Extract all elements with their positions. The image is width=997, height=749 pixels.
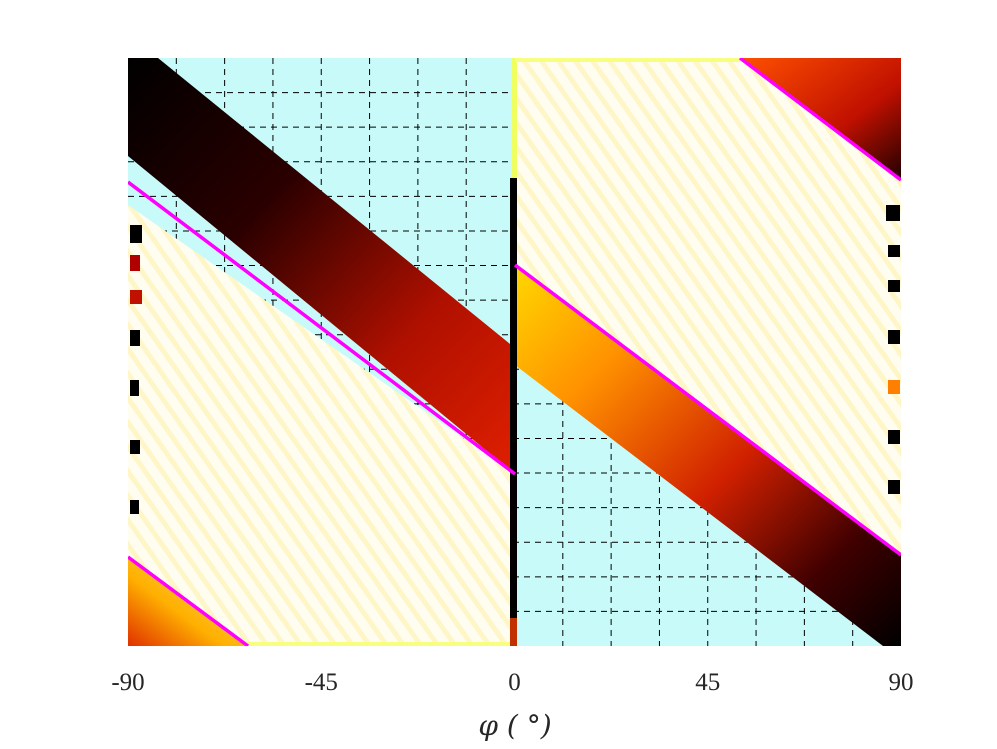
plot-area <box>128 58 901 646</box>
left-edge-speckle-7 <box>130 500 139 514</box>
center-red-strip <box>510 618 517 646</box>
x-tick-label: 45 <box>695 669 720 696</box>
magenta-line-right-lower <box>513 263 901 557</box>
right-bright-region <box>515 58 901 555</box>
right-edge-speckle-6 <box>888 430 900 444</box>
right-edge-speckle-5 <box>888 380 900 394</box>
top-right-yellow-edge <box>515 58 740 62</box>
right-edge-speckle-7 <box>888 480 900 494</box>
right-hot-band <box>515 265 901 646</box>
left-bright-region <box>128 205 515 646</box>
center-dark-strip <box>510 178 517 618</box>
bottom-left-yellow-edge <box>248 642 510 646</box>
left-edge-speckle-6 <box>130 440 140 454</box>
left-edge-speckle-4 <box>130 330 140 346</box>
left-edge-speckle-5 <box>130 380 139 396</box>
center-yellow-strip <box>512 58 517 178</box>
left-edge-speckle-1 <box>130 225 142 243</box>
x-tick-label: -45 <box>305 669 338 696</box>
magenta-line-left-lower <box>128 555 250 646</box>
magenta-line-left-upper <box>128 180 517 476</box>
right-edge-speckle-3 <box>888 280 900 292</box>
x-tick-labels: -90 -45 0 45 90 <box>111 669 913 696</box>
right-edge-speckle-1 <box>886 205 900 221</box>
right-edge-speckle-2 <box>888 245 900 257</box>
magenta-line-right-upper <box>738 58 901 182</box>
left-dark-band <box>128 58 515 474</box>
left-edge-speckle-2 <box>130 255 140 271</box>
x-tick-label: 90 <box>889 669 914 696</box>
x-tick-label: 0 <box>508 669 521 696</box>
x-axis-label: φ ( °) <box>478 709 551 742</box>
right-edge-speckle-4 <box>888 330 900 344</box>
x-tick-label: -90 <box>111 669 144 696</box>
left-edge-speckle-3 <box>130 290 142 304</box>
